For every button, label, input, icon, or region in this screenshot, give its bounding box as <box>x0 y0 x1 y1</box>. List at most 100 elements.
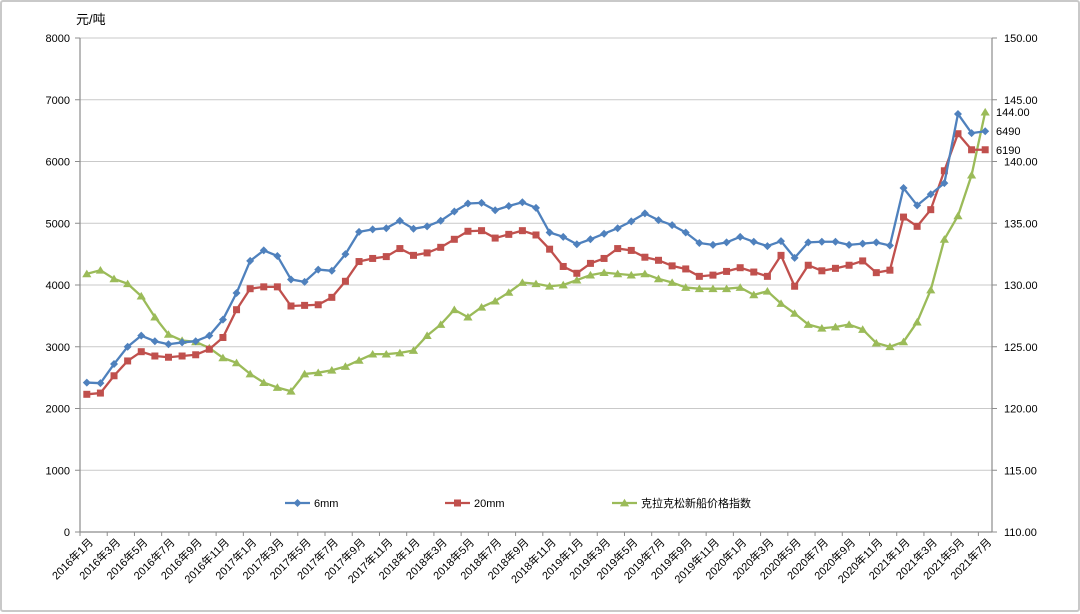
marker-triangle <box>95 265 106 274</box>
marker-triangle <box>123 279 133 288</box>
marker-diamond <box>953 109 962 118</box>
marker-triangle <box>558 280 568 289</box>
end-value-label: 6490 <box>996 126 1020 138</box>
marker-square <box>355 258 363 266</box>
series-markers <box>82 107 990 395</box>
marker-diamond <box>409 224 418 233</box>
legend: 6mm 20mm 克拉克松新船价格指数 <box>285 496 751 510</box>
marker-triangle <box>299 369 310 378</box>
marker-triangle <box>885 342 895 351</box>
marker-diamond <box>463 199 472 208</box>
marker-square <box>641 253 649 261</box>
marker-square <box>260 283 268 291</box>
marker-diamond <box>736 232 745 241</box>
marker-triangle <box>490 296 500 305</box>
marker-diamond <box>518 198 527 207</box>
marker-diamond <box>654 216 663 225</box>
marker-diamond <box>763 242 772 251</box>
series-markers <box>82 109 990 388</box>
end-value-labels: 144.00 6490 6190 <box>996 107 1030 157</box>
marker-triangle <box>735 283 745 291</box>
marker-diamond <box>967 129 976 138</box>
left-tick-label: 4000 <box>46 280 70 292</box>
marker-triangle <box>681 283 691 291</box>
marker-square <box>96 389 104 397</box>
left-tick-label: 3000 <box>46 342 70 354</box>
right-tick-label: 140.00 <box>1004 157 1038 169</box>
marker-triangle <box>136 291 146 300</box>
marker-triangle <box>517 278 527 286</box>
marker-diamond <box>300 277 309 286</box>
marker-diamond <box>178 338 187 347</box>
marker-triangle <box>82 269 92 278</box>
marker-square <box>900 213 908 221</box>
right-tick-label: 125.00 <box>1004 342 1038 354</box>
marker-square <box>205 345 213 353</box>
marker-triangle <box>817 324 827 332</box>
marker-triangle <box>436 320 446 328</box>
right-axis-labels: 110.00 115.00 120.00 125.00 130.00 135.00 140.… <box>992 33 1038 539</box>
gridlines <box>80 37 992 471</box>
marker-triangle <box>871 338 881 347</box>
marker-triangle <box>585 270 596 279</box>
marker-diamond <box>545 228 554 237</box>
marker-square <box>437 243 445 251</box>
marker-triangle <box>408 346 419 354</box>
marker-diamond <box>532 203 540 212</box>
marker-triangle <box>953 211 963 220</box>
marker-triangle <box>259 378 269 386</box>
marker-diamond <box>423 222 432 231</box>
left-tick-label: 1000 <box>46 465 70 477</box>
marker-diamond <box>872 238 881 247</box>
marker-diamond <box>722 238 731 247</box>
marker-diamond <box>913 201 922 210</box>
legend-marker-diamond <box>293 499 302 507</box>
marker-square <box>83 390 91 398</box>
marker-triangle <box>898 337 909 346</box>
marker-square <box>682 265 690 273</box>
marker-triangle <box>572 275 582 284</box>
marker-triangle <box>381 349 391 358</box>
marker-diamond <box>817 237 826 246</box>
marker-triangle <box>218 353 228 362</box>
marker-diamond <box>164 340 173 349</box>
marker-diamond <box>749 237 758 246</box>
series-line <box>85 110 987 393</box>
right-tick-label: 130.00 <box>1004 280 1038 292</box>
marker-square <box>532 231 540 239</box>
marker-triangle <box>708 284 718 293</box>
marker-square <box>872 269 880 277</box>
marker-triangle <box>476 303 487 311</box>
legend-item-index: 克拉克松新船价格指数 <box>612 496 751 510</box>
marker-square <box>369 254 377 262</box>
marker-square <box>859 257 867 265</box>
marker-square <box>124 357 132 365</box>
marker-diamond <box>491 206 500 215</box>
right-tick-label: 150.00 <box>1004 33 1038 45</box>
marker-square <box>709 271 717 279</box>
marker-triangle <box>830 322 841 331</box>
marker-triangle <box>327 366 337 374</box>
marker-triangle <box>340 362 351 370</box>
marker-square <box>246 285 254 293</box>
marker-square <box>491 234 499 242</box>
marker-diamond <box>259 246 268 255</box>
legend-item-20mm: 20mm <box>445 498 505 510</box>
marker-diamond <box>355 227 364 236</box>
marker-diamond <box>899 184 908 193</box>
marker-triangle <box>626 270 636 279</box>
marker-diamond <box>232 289 241 298</box>
marker-square <box>273 283 281 291</box>
marker-diamond <box>191 337 200 346</box>
marker-square <box>219 333 227 341</box>
marker-square <box>341 277 349 285</box>
marker-square <box>845 261 853 269</box>
marker-triangle <box>803 320 813 328</box>
marker-diamond <box>218 315 227 324</box>
marker-square <box>178 352 186 360</box>
marker-square <box>478 227 486 235</box>
legend-label: 克拉克松新船价格指数 <box>641 496 751 510</box>
marker-square <box>954 130 962 138</box>
marker-diamond <box>368 225 377 234</box>
